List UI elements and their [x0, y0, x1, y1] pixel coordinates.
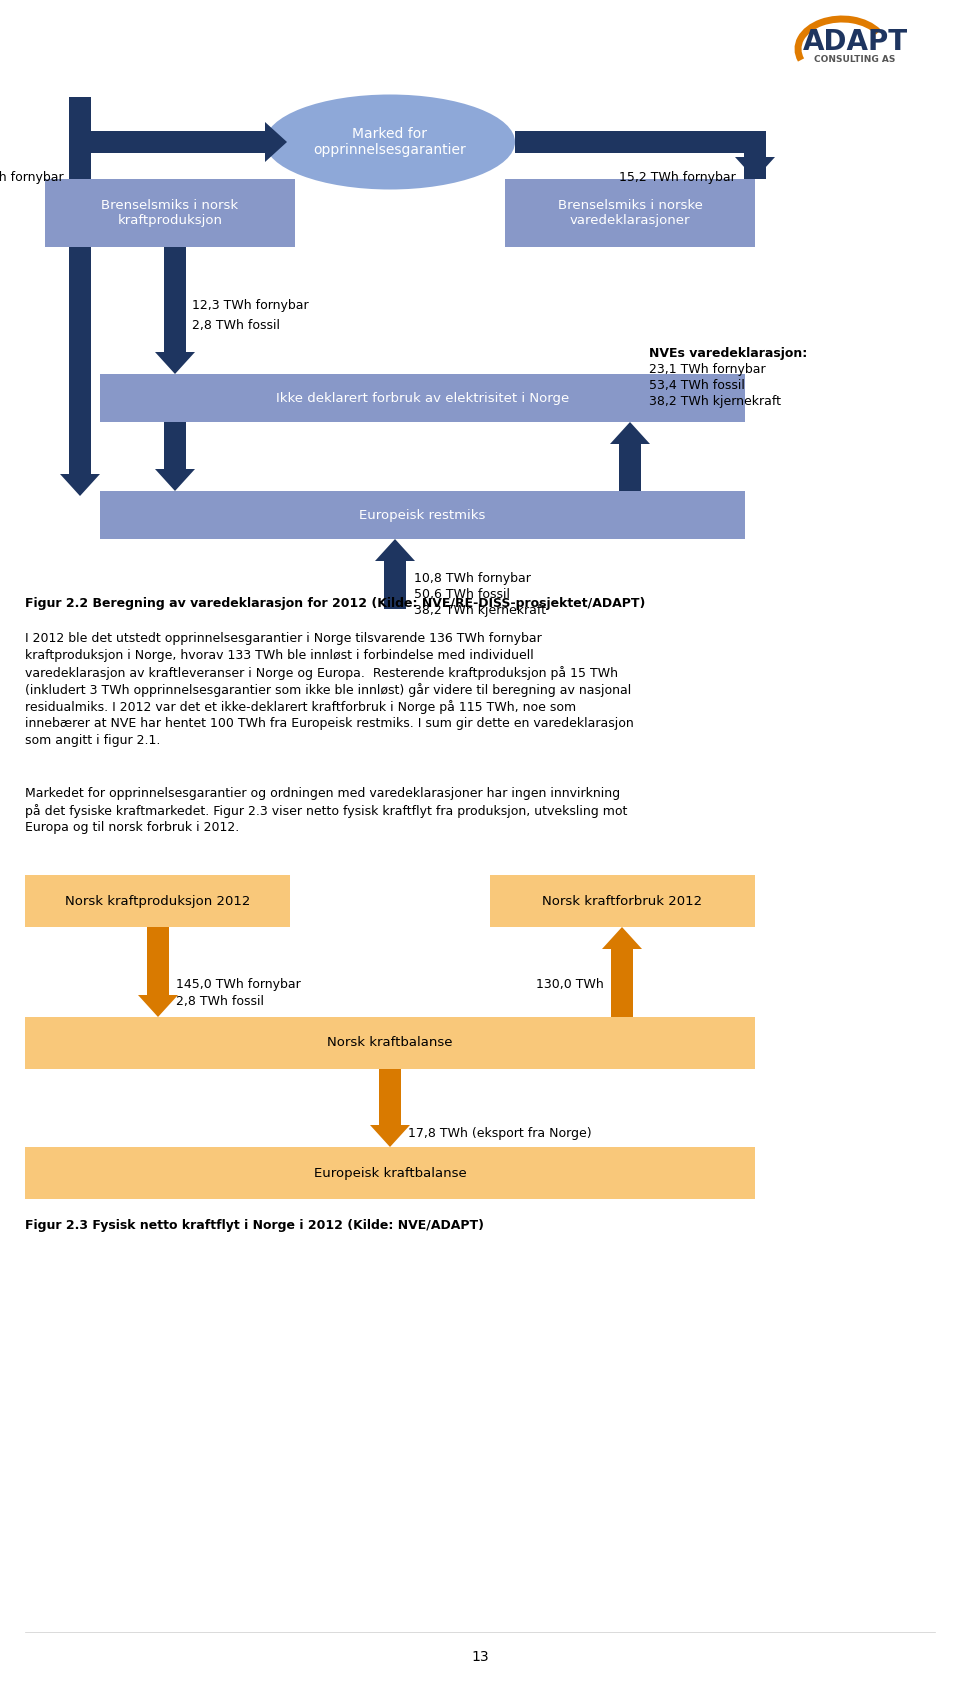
Text: residualmiks. I 2012 var det et ikke-deklarert kraftforbruk i Norge på 115 TWh, : residualmiks. I 2012 var det et ikke-dek… [25, 700, 576, 714]
FancyBboxPatch shape [515, 132, 766, 154]
Text: 132,7 TWh fornybar: 132,7 TWh fornybar [0, 170, 64, 184]
Text: Norsk kraftforbruk 2012: Norsk kraftforbruk 2012 [542, 894, 703, 908]
Text: (inkludert 3 TWh opprinnelsesgarantier som ikke ble innløst) går videre til bere: (inkludert 3 TWh opprinnelsesgarantier s… [25, 683, 632, 697]
Text: Europeisk kraftbalanse: Europeisk kraftbalanse [314, 1166, 467, 1179]
FancyBboxPatch shape [744, 142, 766, 157]
Text: 130,0 TWh: 130,0 TWh [537, 977, 604, 990]
Polygon shape [155, 353, 195, 375]
FancyBboxPatch shape [100, 491, 745, 540]
Text: 12,3 TWh fornybar: 12,3 TWh fornybar [192, 299, 308, 312]
Text: CONSULTING AS: CONSULTING AS [814, 54, 896, 64]
Text: 145,0 TWh fornybar: 145,0 TWh fornybar [176, 977, 300, 990]
FancyBboxPatch shape [147, 926, 169, 995]
FancyBboxPatch shape [379, 1070, 401, 1125]
FancyBboxPatch shape [25, 1017, 755, 1070]
FancyBboxPatch shape [69, 96, 91, 422]
Text: 10,8 TWh fornybar: 10,8 TWh fornybar [414, 572, 531, 585]
Ellipse shape [265, 94, 515, 189]
Text: 38,2 TWh kjernekraft: 38,2 TWh kjernekraft [649, 395, 781, 408]
FancyBboxPatch shape [25, 876, 290, 926]
FancyBboxPatch shape [490, 876, 755, 926]
Polygon shape [138, 995, 178, 1017]
Polygon shape [375, 540, 415, 562]
Text: Europa og til norsk forbruk i 2012.: Europa og til norsk forbruk i 2012. [25, 822, 239, 833]
Text: 2,8 TWh fossil: 2,8 TWh fossil [176, 995, 264, 1007]
Text: varedeklarasjon av kraftleveranser i Norge og Europa.  Resterende kraftproduksjo: varedeklarasjon av kraftleveranser i Nor… [25, 666, 618, 680]
Text: 2,8 TWh fossil: 2,8 TWh fossil [192, 319, 280, 332]
FancyBboxPatch shape [69, 417, 91, 474]
Text: Norsk kraftproduksjon 2012: Norsk kraftproduksjon 2012 [65, 894, 251, 908]
Text: 50,6 TWh fossil: 50,6 TWh fossil [414, 589, 510, 601]
FancyBboxPatch shape [164, 246, 186, 353]
Text: 23,1 TWh fornybar: 23,1 TWh fornybar [649, 363, 766, 376]
FancyBboxPatch shape [619, 444, 641, 491]
FancyBboxPatch shape [91, 132, 265, 154]
Text: Norsk kraftbalanse: Norsk kraftbalanse [327, 1036, 453, 1049]
Text: Brenselsmiks i norsk
kraftproduksjon: Brenselsmiks i norsk kraftproduksjon [102, 199, 239, 228]
FancyBboxPatch shape [744, 154, 766, 179]
FancyBboxPatch shape [25, 1147, 755, 1199]
Polygon shape [602, 926, 642, 950]
Text: ADAPT: ADAPT [803, 29, 907, 56]
Text: 53,4 TWh fossil: 53,4 TWh fossil [649, 380, 745, 391]
Text: 13: 13 [471, 1650, 489, 1663]
FancyBboxPatch shape [505, 179, 755, 246]
Polygon shape [610, 422, 650, 444]
Text: Brenselsmiks i norske
varedeklarasjoner: Brenselsmiks i norske varedeklarasjoner [558, 199, 703, 228]
Text: innebærer at NVE har hentet 100 TWh fra Europeisk restmiks. I sum gir dette en v: innebærer at NVE har hentet 100 TWh fra … [25, 717, 634, 730]
Polygon shape [155, 469, 195, 491]
Text: Marked for
opprinnelsesgarantier: Marked for opprinnelsesgarantier [314, 127, 467, 157]
Polygon shape [370, 1125, 410, 1147]
Text: på det fysiske kraftmarkedet. Figur 2.3 viser netto fysisk kraftflyt fra produks: på det fysiske kraftmarkedet. Figur 2.3 … [25, 805, 628, 818]
Polygon shape [265, 121, 287, 162]
Text: Europeisk restmiks: Europeisk restmiks [359, 508, 486, 521]
Text: Ikke deklarert forbruk av elektrisitet i Norge: Ikke deklarert forbruk av elektrisitet i… [276, 391, 569, 405]
Text: NVEs varedeklarasjon:: NVEs varedeklarasjon: [649, 348, 807, 359]
Text: Markedet for opprinnelsesgarantier og ordningen med varedeklarasjoner har ingen : Markedet for opprinnelsesgarantier og or… [25, 788, 620, 800]
Text: I 2012 ble det utstedt opprinnelsesgarantier i Norge tilsvarende 136 TWh fornyba: I 2012 ble det utstedt opprinnelsesgaran… [25, 633, 541, 644]
FancyBboxPatch shape [384, 562, 406, 609]
FancyBboxPatch shape [45, 179, 295, 246]
FancyBboxPatch shape [100, 375, 745, 422]
Text: Figur 2.2 Beregning av varedeklarasjon for 2012 (Kilde: NVE/RE-DISS-prosjektet/A: Figur 2.2 Beregning av varedeklarasjon f… [25, 597, 645, 611]
FancyBboxPatch shape [611, 950, 633, 1017]
Text: 15,2 TWh fornybar: 15,2 TWh fornybar [619, 170, 736, 184]
Text: kraftproduksjon i Norge, hvorav 133 TWh ble innløst i forbindelse med individuel: kraftproduksjon i Norge, hvorav 133 TWh … [25, 649, 534, 661]
Text: 38,2 TWh kjernekraft: 38,2 TWh kjernekraft [414, 604, 546, 617]
FancyBboxPatch shape [164, 422, 186, 469]
Text: som angitt i figur 2.1.: som angitt i figur 2.1. [25, 734, 160, 747]
Text: 17,8 TWh (eksport fra Norge): 17,8 TWh (eksport fra Norge) [408, 1127, 591, 1139]
Polygon shape [735, 157, 775, 179]
Polygon shape [60, 474, 100, 496]
Text: Figur 2.3 Fysisk netto kraftflyt i Norge i 2012 (Kilde: NVE/ADAPT): Figur 2.3 Fysisk netto kraftflyt i Norge… [25, 1220, 484, 1232]
